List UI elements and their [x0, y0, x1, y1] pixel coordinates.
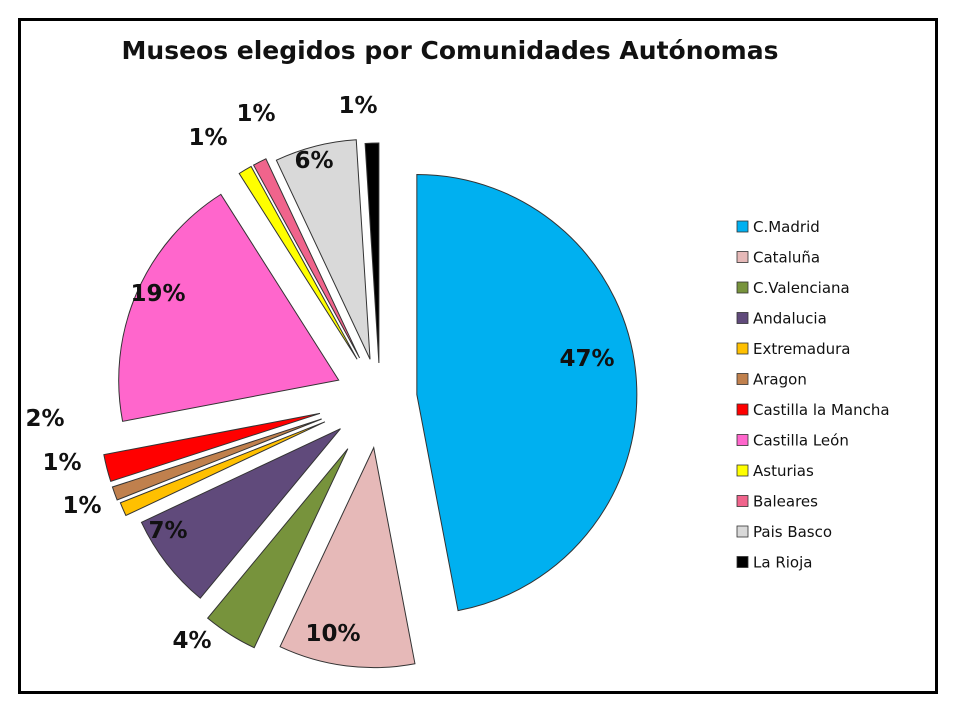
- legend-entry: Pais Basco: [753, 523, 832, 541]
- slice-aragon: [111, 418, 322, 501]
- legend-swatch: [736, 495, 749, 507]
- data-label: 1%: [236, 101, 275, 127]
- slice-baleares: [252, 158, 361, 359]
- legend-swatch: [736, 464, 749, 477]
- data-label: 2%: [25, 406, 64, 432]
- slice-castilla-la-mancha: [103, 412, 321, 483]
- legend: C.Madrid Cataluña C.Valenciana Andalucia Ext…: [736, 218, 890, 572]
- chart-frame: [18, 18, 938, 694]
- slice-castilla-le-n: [118, 193, 340, 422]
- legend-swatch: [736, 403, 749, 416]
- slices: [103, 139, 638, 669]
- legend-swatch: [736, 312, 749, 324]
- legend-swatch: [736, 251, 749, 263]
- data-label: 1%: [42, 450, 81, 476]
- legend-swatch: [736, 373, 749, 385]
- legend-entry: C.Valenciana: [753, 279, 850, 297]
- legend-swatch: [736, 525, 749, 538]
- legend-entry: Cataluña: [753, 249, 820, 267]
- data-label: 1%: [188, 125, 227, 151]
- legend-entry: Andalucia: [753, 310, 827, 328]
- data-label: 1%: [338, 93, 377, 119]
- chart-title: Museos elegidos por Comunidades Autónoma…: [122, 36, 779, 65]
- legend-entry: Castilla León: [753, 432, 849, 450]
- legend-swatch: [736, 342, 749, 355]
- legend-entry: C.Madrid: [753, 218, 820, 236]
- data-label: 6%: [294, 148, 333, 174]
- slice-c-valenciana: [206, 448, 349, 649]
- slice-asturias: [238, 165, 358, 360]
- legend-entry: Asturias: [753, 462, 814, 480]
- data-label: 4%: [172, 628, 211, 654]
- slice-pais-basco: [275, 139, 371, 360]
- legend-swatch: [736, 434, 749, 446]
- legend-swatch: [736, 281, 749, 294]
- data-labels: 47% 10% 4% 7% 1% 1% 2% 19% 1% 1% 6% 1%: [25, 93, 614, 654]
- legend-entry: Castilla la Mancha: [753, 401, 890, 419]
- legend-entry: Extremadura: [753, 340, 851, 358]
- slice-c-madrid: [416, 174, 638, 612]
- legend-swatch: [736, 220, 749, 233]
- slice-andalucia: [140, 428, 341, 599]
- legend-entry: La Rioja: [753, 554, 812, 572]
- data-label: 47%: [559, 346, 614, 372]
- legend-swatch: [736, 556, 749, 568]
- slice-la-rioja: [364, 142, 380, 364]
- data-label: 10%: [305, 621, 360, 647]
- data-label: 19%: [130, 281, 185, 307]
- slice-extremadura: [119, 421, 326, 517]
- data-label: 7%: [148, 518, 187, 544]
- data-label: 1%: [62, 493, 101, 519]
- legend-entry: Baleares: [753, 493, 818, 511]
- slice-catalu-a: [279, 446, 416, 669]
- legend-entry: Aragon: [753, 371, 807, 389]
